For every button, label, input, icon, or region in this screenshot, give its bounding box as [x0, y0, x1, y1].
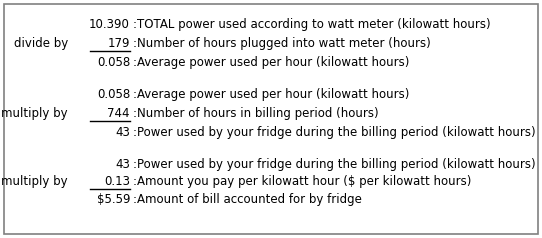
Text: :Amount you pay per kilowatt hour ($ per kilowatt hours): :Amount you pay per kilowatt hour ($ per…: [133, 175, 472, 188]
Text: divide by: divide by: [14, 37, 68, 50]
Text: 43: 43: [115, 126, 130, 139]
Text: 179: 179: [107, 37, 130, 50]
Text: 0.13: 0.13: [104, 175, 130, 188]
Text: $5.59: $5.59: [96, 193, 130, 206]
Text: :TOTAL power used according to watt meter (kilowatt hours): :TOTAL power used according to watt mete…: [133, 18, 491, 31]
Text: multiply by: multiply by: [2, 175, 68, 188]
Text: :Amount of bill accounted for by fridge: :Amount of bill accounted for by fridge: [133, 193, 362, 206]
Text: 43: 43: [115, 158, 130, 171]
Text: :Power used by your fridge during the billing period (kilowatt hours): :Power used by your fridge during the bi…: [133, 158, 535, 171]
Text: :Power used by your fridge during the billing period (kilowatt hours): :Power used by your fridge during the bi…: [133, 126, 535, 139]
Text: multiply by: multiply by: [2, 107, 68, 120]
Text: :Average power used per hour (kilowatt hours): :Average power used per hour (kilowatt h…: [133, 56, 409, 69]
Text: 10.390: 10.390: [89, 18, 130, 31]
Text: :Number of hours in billing period (hours): :Number of hours in billing period (hour…: [133, 107, 379, 120]
Text: 0.058: 0.058: [97, 56, 130, 69]
Text: 0.058: 0.058: [97, 88, 130, 101]
Text: :Average power used per hour (kilowatt hours): :Average power used per hour (kilowatt h…: [133, 88, 409, 101]
Text: 744: 744: [107, 107, 130, 120]
Text: :Number of hours plugged into watt meter (hours): :Number of hours plugged into watt meter…: [133, 37, 431, 50]
